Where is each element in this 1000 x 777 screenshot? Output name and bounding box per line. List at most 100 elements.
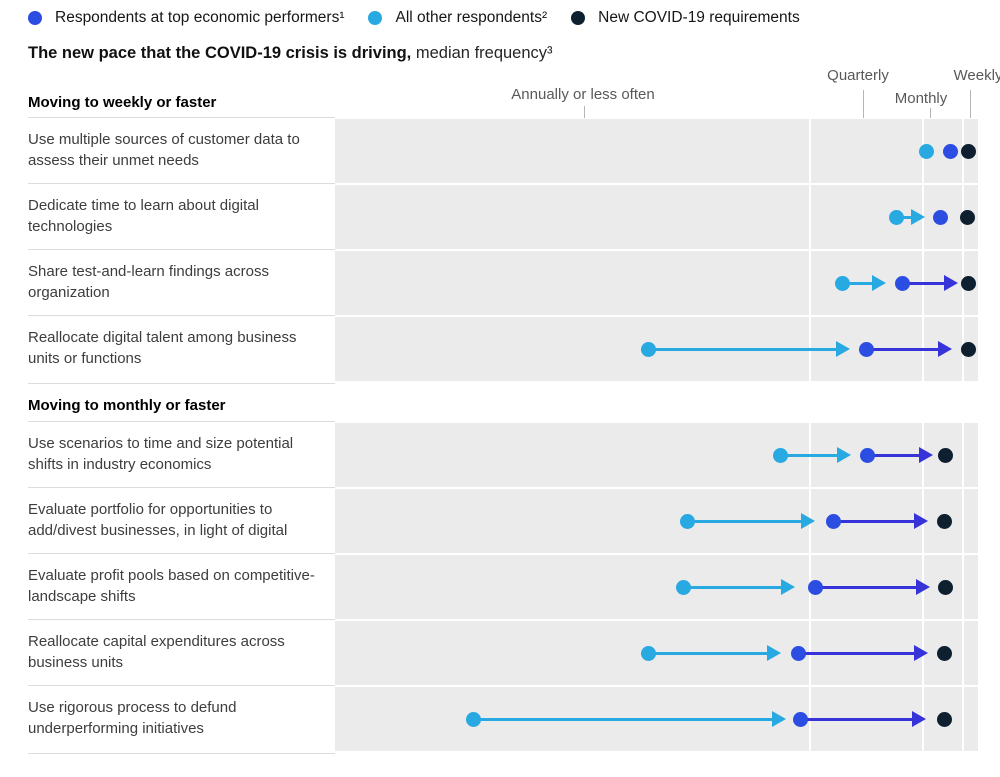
arrow-top-performers-head (919, 447, 933, 463)
top-performers-dot-icon (28, 11, 42, 25)
row-track (335, 119, 978, 183)
dot-new-requirement (959, 209, 975, 225)
arrow-all-other (648, 347, 838, 351)
legend-label: New COVID-19 requirements (598, 9, 800, 26)
row-label: Use rigorous process to defund underperf… (28, 699, 237, 737)
arrow-all-other (687, 519, 803, 523)
legend-item-new-requirement: New COVID-19 requirements (571, 9, 800, 27)
row-divider (28, 753, 335, 754)
axis-label-quarterly: Quarterly (827, 67, 889, 84)
arrow-all-other (648, 651, 769, 655)
row-divider (28, 421, 335, 422)
new-requirement-dot-icon (571, 11, 586, 25)
axis-tick (584, 106, 585, 118)
axis-label-weekly: Weekly (953, 67, 1000, 84)
row-divider (28, 117, 335, 118)
gridline (962, 489, 964, 553)
arrow-all-other (473, 717, 774, 721)
dot-top-performers (790, 645, 806, 661)
gridline (962, 621, 964, 685)
arrow-top-performers (866, 347, 940, 351)
row-label: Dedicate time to learn about digital tec… (28, 197, 259, 235)
dot-top-performers (825, 513, 841, 529)
dot-all-other (772, 447, 788, 463)
dot-new-requirement (936, 645, 952, 661)
row-label: Use multiple sources of customer data to… (28, 131, 300, 169)
arrow-top-performers (798, 651, 916, 655)
row-label: Reallocate capital expenditures across b… (28, 633, 285, 671)
legend: Respondents at top economic performers¹ … (28, 9, 800, 27)
dot-top-performers (894, 275, 910, 291)
dot-new-requirement (936, 513, 952, 529)
dot-new-requirement (936, 711, 952, 727)
arrow-all-other-head (911, 209, 925, 225)
dot-top-performers (859, 447, 875, 463)
arrow-all-other (780, 453, 839, 457)
dot-all-other (465, 711, 481, 727)
arrow-all-other-head (781, 579, 795, 595)
dot-new-requirement (937, 579, 953, 595)
gridline (809, 119, 811, 183)
arrow-top-performers (815, 585, 918, 589)
row-label: Evaluate portfolio for opportunities to … (28, 501, 288, 539)
row-label: Use scenarios to time and size potential… (28, 435, 294, 473)
row-divider (28, 553, 335, 554)
dot-all-other (679, 513, 695, 529)
row-divider (28, 619, 335, 620)
legend-label: Respondents at top economic performers¹ (55, 9, 345, 26)
dot-all-other (888, 209, 904, 225)
axis-tick (863, 90, 864, 118)
row-track (335, 185, 978, 249)
row-divider (28, 383, 335, 384)
dot-all-other (834, 275, 850, 291)
arrow-top-performers-head (938, 341, 952, 357)
chart-title-bold: The new pace that the COVID-19 crisis is… (28, 44, 412, 62)
all-other-dot-icon (368, 11, 383, 25)
axis-tick (930, 108, 931, 118)
gridline (809, 251, 811, 315)
legend-item-all-other: All other respondents² (368, 9, 547, 27)
legend-item-top-performers: Respondents at top economic performers¹ (28, 9, 344, 27)
section-header-monthly: Moving to monthly or faster (28, 397, 226, 414)
row-label: Share test-and-learn findings across org… (28, 263, 269, 301)
gridline (962, 687, 964, 751)
arrow-all-other-head (772, 711, 786, 727)
gridline (962, 423, 964, 487)
axis-label-annually: Annually or less often (511, 86, 655, 103)
row-label: Reallocate digital talent among business… (28, 329, 297, 367)
dot-top-performers (858, 341, 874, 357)
gridline (809, 185, 811, 249)
row-divider (28, 487, 335, 488)
arrow-all-other-head (836, 341, 850, 357)
dot-all-other (675, 579, 691, 595)
gridline (962, 555, 964, 619)
dot-all-other (640, 341, 656, 357)
arrow-top-performers-head (912, 711, 926, 727)
arrow-top-performers (800, 717, 914, 721)
dot-top-performers (932, 209, 948, 225)
arrow-all-other-head (767, 645, 781, 661)
axis-label-monthly: Monthly (894, 90, 948, 107)
chart-title: The new pace that the COVID-19 crisis is… (28, 44, 553, 63)
dot-top-performers (942, 143, 958, 159)
legend-label: All other respondents² (395, 9, 548, 26)
chart-title-regular: median frequency³ (411, 44, 553, 62)
row-divider (28, 183, 335, 184)
dot-new-requirement (937, 447, 953, 463)
dot-all-other (918, 143, 934, 159)
arrow-top-performers-head (916, 579, 930, 595)
arrow-all-other-head (837, 447, 851, 463)
arrow-top-performers (867, 453, 921, 457)
section-header-weekly: Moving to weekly or faster (28, 94, 217, 111)
arrow-all-other-head (872, 275, 886, 291)
dot-new-requirement (960, 275, 976, 291)
arrow-top-performers (833, 519, 916, 523)
dot-new-requirement (960, 143, 976, 159)
arrow-all-other (842, 281, 874, 285)
arrow-top-performers (902, 281, 946, 285)
arrow-all-other-head (801, 513, 815, 529)
arrow-all-other (896, 215, 913, 219)
dot-top-performers (807, 579, 823, 595)
arrow-top-performers-head (914, 513, 928, 529)
dot-all-other (640, 645, 656, 661)
